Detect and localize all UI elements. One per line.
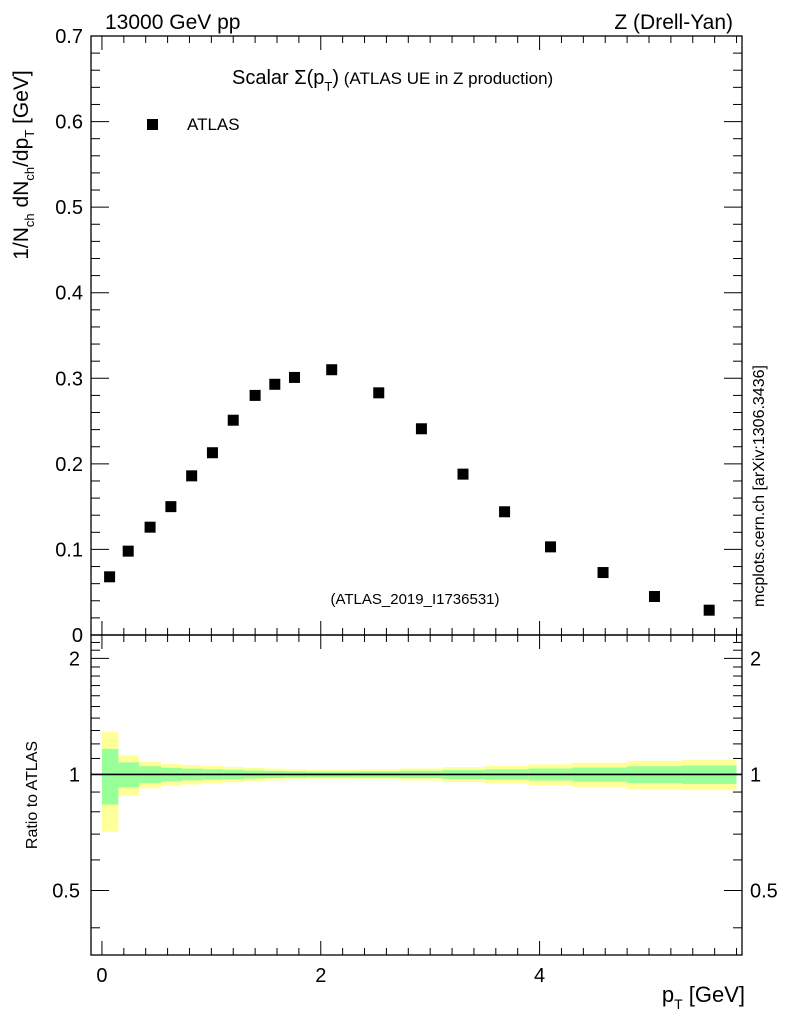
- title-close: ): [332, 67, 339, 89]
- ratio-bands: [91, 731, 742, 832]
- header-left: 13000 GeV pp: [105, 11, 240, 34]
- y-tick-label: 0: [72, 625, 83, 647]
- x-tick-label: 4: [534, 965, 545, 987]
- ylabel-p3: /dp: [10, 138, 33, 167]
- title-sigma: Σ(p: [294, 67, 324, 89]
- legend-marker: [147, 119, 158, 130]
- xlabel-sub: T: [674, 996, 683, 1012]
- data-point: [249, 389, 261, 401]
- y-axis-label-top: 1/Nch dNch/dpT [GeV]: [10, 70, 37, 260]
- data-point: [648, 590, 660, 602]
- ratio-tick-label-right: 1: [750, 764, 761, 786]
- data-point: [104, 571, 116, 583]
- title-main: Scalar: [232, 67, 294, 89]
- ratio-tick-label-right: 0.5: [750, 880, 778, 902]
- data-point: [144, 521, 156, 533]
- ratio-band-green: [101, 748, 119, 805]
- data-point: [457, 468, 469, 480]
- y-tick-label: 0.3: [55, 368, 83, 390]
- y-tick-label: 0.6: [55, 112, 83, 134]
- y-tick-label: 0.5: [55, 197, 83, 219]
- xlabel-main: p: [662, 982, 674, 1007]
- y-tick-label: 0.2: [55, 454, 83, 476]
- ratio-plot-frame: [90, 634, 743, 956]
- y-tick-label: 0.4: [55, 283, 83, 305]
- ratio-tick-label-left: 0.5: [52, 880, 80, 902]
- ylabel-p4: [GeV]: [10, 70, 33, 130]
- analysis-tag: (ATLAS_2019_I1736531): [330, 591, 499, 608]
- data-point: [415, 423, 427, 435]
- chart-title: Scalar Σ(pT) (ATLAS UE in Z production): [232, 67, 553, 94]
- legend-label: ATLAS: [187, 115, 240, 134]
- data-point: [122, 545, 134, 557]
- data-point: [545, 541, 557, 553]
- ylabel-s1: ch: [22, 213, 37, 227]
- x-tick-label: 0: [96, 965, 107, 987]
- axis-ticks: [91, 35, 742, 955]
- ratio-tick-label-left: 2: [69, 648, 80, 670]
- y-axis-label-ratio: Ratio to ATLAS: [24, 741, 41, 849]
- data-point: [373, 387, 385, 399]
- title-sub: T: [324, 79, 332, 94]
- ylabel-s3: T: [22, 130, 37, 138]
- data-point: [269, 378, 281, 390]
- x-axis-label: pT [GeV]: [662, 982, 745, 1012]
- data-point: [597, 567, 609, 579]
- data-point: [165, 501, 177, 513]
- ylabel-p1: 1/N: [10, 227, 33, 260]
- data-point: [499, 506, 511, 518]
- header-right: Z (Drell-Yan): [614, 11, 733, 34]
- data-point: [227, 414, 239, 426]
- data-point: [186, 470, 198, 482]
- y-tick-label: 0.7: [55, 26, 83, 48]
- xlabel-unit: [GeV]: [683, 982, 745, 1007]
- ratio-tick-label-left: 1: [69, 764, 80, 786]
- plot-frames: [90, 35, 743, 956]
- tick-labels: 0 2 400.10.20.30.40.50.60.70.5 0.51 12 2: [52, 26, 778, 987]
- y-tick-label: 0.1: [55, 539, 83, 561]
- data-points: [104, 364, 715, 616]
- data-point: [326, 364, 338, 376]
- ylabel-s2: ch: [22, 167, 37, 181]
- data-point: [206, 447, 218, 459]
- ylabel-p2: dN: [10, 181, 33, 214]
- title-rest: (ATLAS UE in Z production): [339, 69, 553, 88]
- x-tick-label: 2: [315, 965, 326, 987]
- data-point: [703, 604, 715, 616]
- side-label: mcplots.cern.ch [arXiv:1306.3436]: [751, 365, 768, 607]
- ratio-tick-label-right: 2: [750, 648, 761, 670]
- data-point: [289, 371, 301, 383]
